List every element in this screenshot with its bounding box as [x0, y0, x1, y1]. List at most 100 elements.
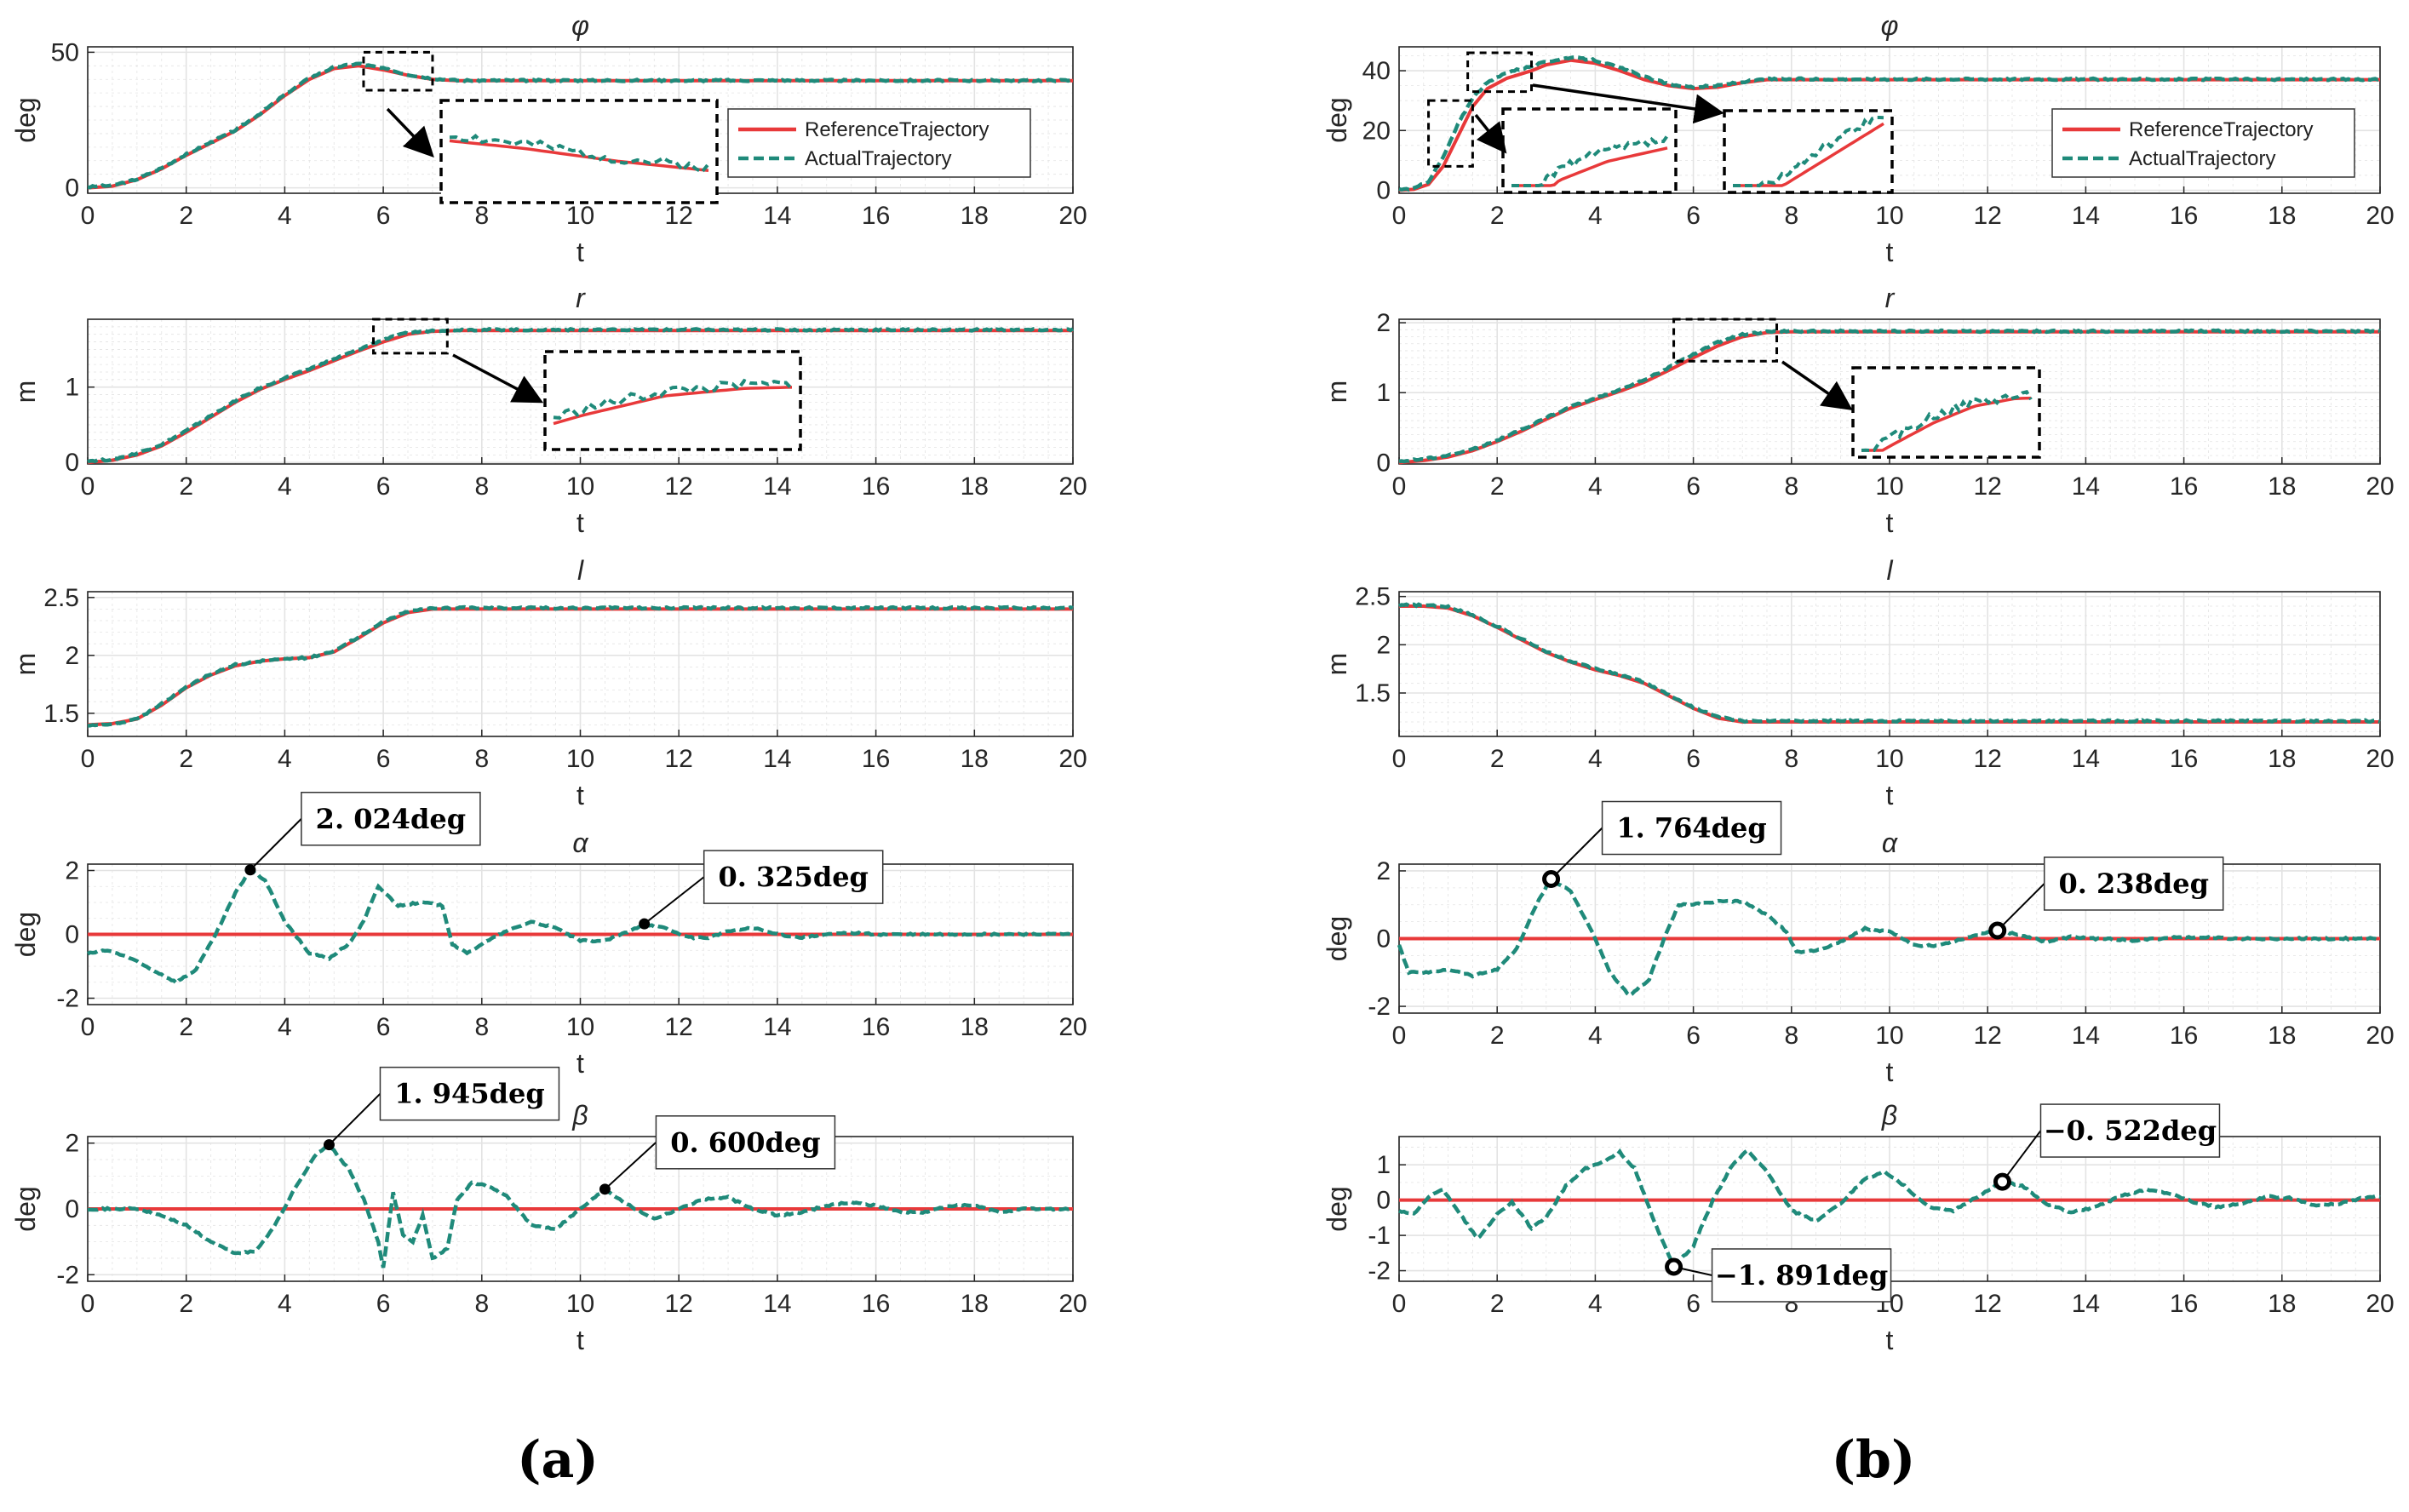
y-axis-label: deg [10, 912, 41, 957]
series-actual [88, 1143, 1074, 1269]
x-tick-label: 0 [1392, 472, 1407, 501]
x-tick-label: 4 [278, 745, 292, 773]
x-tick-label: 6 [376, 202, 391, 230]
chart-title: l [577, 555, 584, 586]
x-tick-label: 2 [179, 472, 193, 501]
x-tick-label: 2 [179, 745, 193, 773]
x-tick-label: 18 [2268, 472, 2296, 501]
chart-title: α [572, 828, 588, 858]
x-tick-label: 14 [763, 472, 791, 501]
y-tick-label: 40 [1362, 57, 1391, 85]
zoom-series-actual [449, 134, 710, 175]
x-axis-label: t [576, 507, 584, 538]
x-tick-label: 8 [474, 1013, 489, 1041]
x-tick-label: 2 [179, 1013, 193, 1041]
x-tick-label: 16 [862, 1013, 890, 1041]
legend-label-actual: ActualTrajectory [2129, 147, 2276, 170]
y-tick-label: 1.5 [1355, 679, 1391, 707]
x-tick-label: 12 [665, 1013, 693, 1041]
x-tick-label: 8 [474, 472, 489, 501]
y-tick-label: 2.5 [1355, 583, 1391, 611]
x-tick-label: 2 [1490, 472, 1505, 501]
x-tick-label: 14 [2072, 745, 2100, 773]
x-tick-label: 12 [1974, 1022, 2002, 1050]
x-tick-label: 10 [1875, 472, 1903, 501]
zoom-source-box [372, 318, 449, 355]
x-tick-label: 14 [763, 202, 791, 230]
series-actual [87, 326, 1074, 464]
x-tick-label: 12 [1974, 472, 2002, 501]
annotation-box [703, 850, 884, 904]
x-tick-label: 0 [81, 202, 95, 230]
x-tick-label: 6 [376, 1013, 391, 1041]
y-tick-label: -2 [1368, 993, 1391, 1021]
x-tick-label: 20 [1058, 472, 1087, 501]
legend-box [727, 108, 1031, 178]
x-tick-label: 10 [1875, 745, 1903, 773]
x-tick-label: 16 [862, 472, 890, 501]
chart-title: β [1881, 1100, 1897, 1131]
y-tick-label: 0 [1376, 449, 1391, 477]
x-tick-label: 20 [2366, 1290, 2394, 1318]
annotation-box [379, 1066, 560, 1121]
x-tick-label: 16 [862, 202, 890, 230]
x-tick-label: 4 [278, 1013, 292, 1041]
y-axis-label: deg [1322, 1186, 1352, 1231]
x-tick-label: 12 [1974, 202, 2002, 230]
zoom-source-box [362, 50, 434, 92]
x-tick-label: 12 [665, 745, 693, 773]
y-tick-label: 2 [1376, 631, 1391, 659]
legend-box [2051, 108, 2355, 178]
x-tick-label: 18 [2268, 745, 2296, 773]
x-tick-label: 20 [1058, 745, 1087, 773]
x-tick-label: 2 [1490, 1022, 1505, 1050]
annotation-marker [244, 864, 256, 876]
x-tick-label: 0 [81, 472, 95, 501]
x-tick-label: 0 [81, 1290, 95, 1318]
x-tick-label: 14 [2072, 1022, 2100, 1050]
annotation-label: 0. 238deg [2058, 868, 2208, 900]
x-tick-label: 8 [474, 202, 489, 230]
x-tick-label: 6 [1686, 472, 1701, 501]
x-axis-label: t [576, 1048, 584, 1079]
y-axis-label: deg [1322, 916, 1352, 961]
series-actual [87, 61, 1074, 190]
chart-title: r [576, 283, 586, 313]
x-tick-label: 8 [474, 745, 489, 773]
x-tick-label: 18 [961, 472, 989, 501]
x-tick-label: 8 [1784, 745, 1798, 773]
y-tick-label: 1.5 [43, 700, 79, 728]
chart-title: φ [571, 10, 589, 41]
y-tick-label: 2 [65, 642, 79, 670]
x-tick-label: 16 [2170, 1290, 2198, 1318]
x-tick-label: 0 [1392, 745, 1407, 773]
annotation-marker [1988, 921, 2007, 940]
x-tick-label: 4 [278, 472, 292, 501]
y-tick-label: -2 [1368, 1257, 1391, 1286]
x-tick-label: 18 [961, 745, 989, 773]
x-tick-label: 16 [2170, 202, 2198, 230]
annotation-label: 1. 764deg [1616, 812, 1766, 845]
x-tick-label: 10 [1875, 1022, 1903, 1050]
x-tick-label: 20 [1058, 202, 1087, 230]
x-tick-label: 10 [566, 1290, 594, 1318]
x-tick-label: 0 [81, 1013, 95, 1041]
chart-title: l [1886, 555, 1893, 586]
annotation-marker [323, 1139, 335, 1151]
chart-a-phi: 0 2 4 6 8 10 12 14 16 18 20 0 50 φ t deg ReferenceTrajec… [10, 10, 1087, 267]
x-tick-label: 18 [961, 202, 989, 230]
legend-label-reference: ReferenceTrajectory [2129, 118, 2314, 141]
annotation-marker [639, 918, 651, 930]
y-tick-label: 1 [65, 374, 79, 402]
zoom-source-box [1672, 318, 1779, 363]
x-tick-label: 14 [763, 745, 791, 773]
x-axis-label: t [576, 780, 584, 810]
annotation-label: −0. 522deg [2044, 1114, 2217, 1147]
x-tick-label: 6 [376, 1290, 391, 1318]
zoom-series-actual [1861, 389, 2033, 452]
x-tick-label: 4 [1588, 472, 1603, 501]
annotation-marker [1993, 1172, 2011, 1191]
zoom-series-reference [1861, 396, 2032, 452]
x-tick-label: 0 [1392, 1290, 1407, 1318]
